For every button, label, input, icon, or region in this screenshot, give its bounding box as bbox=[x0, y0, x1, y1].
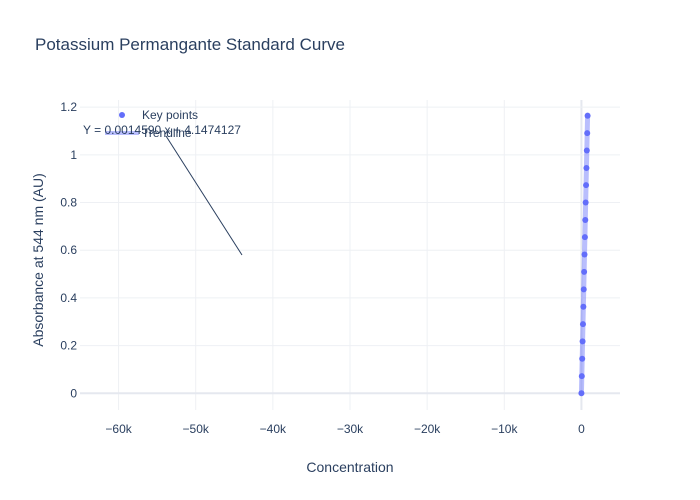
data-point bbox=[578, 373, 585, 380]
data-point bbox=[583, 164, 590, 171]
data-point bbox=[582, 199, 589, 206]
data-point bbox=[583, 147, 590, 154]
data-point bbox=[582, 216, 589, 223]
data-point bbox=[579, 338, 586, 345]
x-tick-label: −20k bbox=[414, 422, 441, 436]
x-tick-label: −50k bbox=[183, 422, 210, 436]
tick-labels: −60k −50k −40k −30k −20k −10k 0 0 0.2 0.4 0.6 0.8 1 1… bbox=[60, 100, 585, 436]
annotation: Y = 0.0014590 x + 4.1474127 bbox=[83, 123, 243, 256]
annotation-arrow bbox=[165, 135, 243, 256]
data-point bbox=[580, 286, 587, 293]
x-tick-label: −40k bbox=[260, 422, 287, 436]
x-tick-label: −10k bbox=[491, 422, 518, 436]
legend-marker-key-points bbox=[119, 112, 125, 118]
y-tick-label: 0.6 bbox=[60, 243, 77, 257]
y-tick-label: 1.2 bbox=[60, 100, 77, 114]
x-tick-label: −60k bbox=[105, 422, 132, 436]
x-tick-label: 0 bbox=[578, 422, 585, 436]
data-point bbox=[580, 303, 587, 310]
y-tick-label: 1 bbox=[70, 148, 77, 162]
data-point bbox=[583, 182, 590, 189]
y-tick-label: 0.2 bbox=[60, 339, 77, 353]
data-point bbox=[581, 268, 588, 275]
data-point bbox=[579, 355, 586, 362]
y-axis-title: Absorbance at 544 nm (AU) bbox=[30, 173, 46, 347]
x-tick-label: −30k bbox=[337, 422, 364, 436]
legend-label: Key points bbox=[142, 108, 198, 122]
data-point bbox=[581, 251, 588, 258]
annotation-text: Y = 0.0014590 x + 4.1474127 bbox=[83, 123, 241, 137]
data-point bbox=[584, 112, 591, 119]
data-point bbox=[579, 321, 586, 328]
y-tick-label: 0 bbox=[70, 386, 77, 400]
y-tick-label: 0.4 bbox=[60, 291, 77, 305]
data-point bbox=[578, 390, 585, 397]
plot-area bbox=[578, 112, 591, 397]
chart-title: Potassium Permangante Standard Curve bbox=[35, 35, 345, 54]
data-point bbox=[581, 234, 588, 241]
legend-label: Trendline bbox=[142, 126, 192, 140]
y-tick-label: 0.8 bbox=[60, 196, 77, 210]
x-axis-title: Concentration bbox=[306, 459, 393, 475]
grid bbox=[80, 100, 620, 410]
legend: Key points Trendline bbox=[105, 108, 198, 140]
data-point bbox=[584, 130, 591, 137]
